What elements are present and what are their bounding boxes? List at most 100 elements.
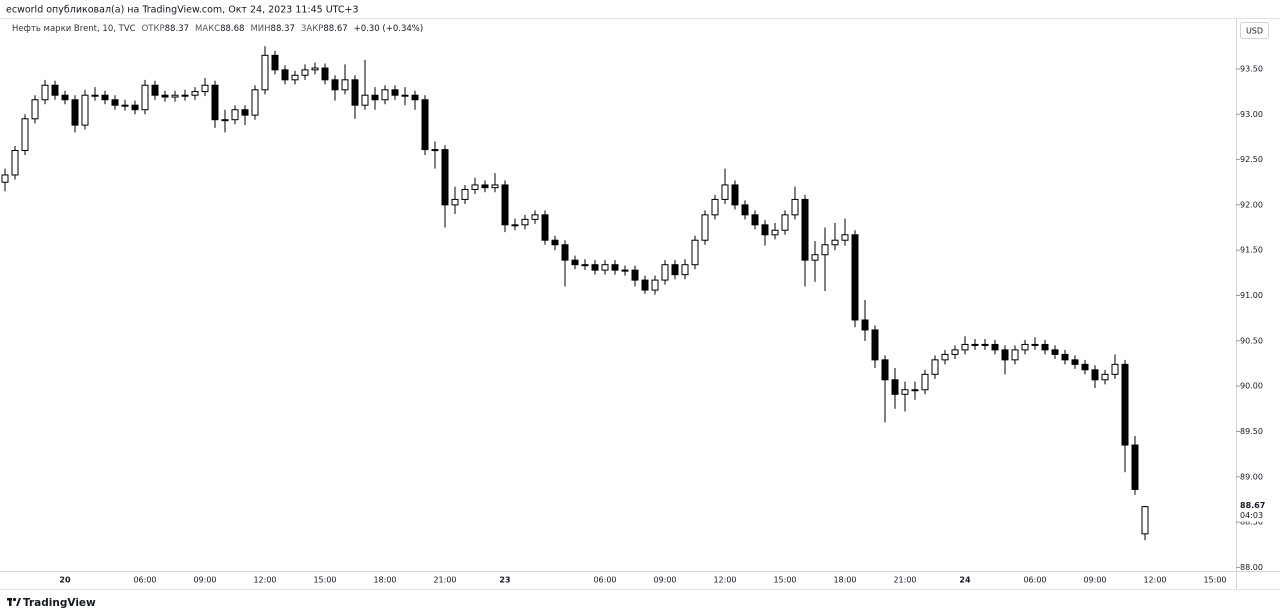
x-tick-label: 12:00 xyxy=(253,576,276,585)
candle-body xyxy=(1,174,9,183)
x-tick-label: 24 xyxy=(959,576,971,585)
candle-body xyxy=(1121,363,1129,446)
candle-body xyxy=(291,74,299,81)
x-tick-label: 18:00 xyxy=(373,576,396,585)
candle-body xyxy=(701,214,709,241)
candle-body xyxy=(11,150,19,176)
candle-body xyxy=(41,84,49,101)
candle-body xyxy=(161,94,169,98)
candle-body xyxy=(691,239,699,266)
candle-body xyxy=(961,343,969,351)
candle-body xyxy=(911,389,919,392)
x-tick-label: 21:00 xyxy=(893,576,916,585)
candle-body xyxy=(1131,444,1139,490)
candle-body xyxy=(111,99,119,106)
candle-body xyxy=(731,184,739,206)
candle-body xyxy=(531,214,539,220)
candle-body xyxy=(251,89,259,116)
candle-body xyxy=(781,214,789,231)
candle-body xyxy=(711,198,719,216)
candle-body xyxy=(951,349,959,355)
x-tick-label: 09:00 xyxy=(193,576,216,585)
ohlc-value: 88.68 xyxy=(220,24,244,34)
candle-body xyxy=(791,198,799,216)
brand-logo xyxy=(7,597,21,606)
candle-body xyxy=(401,94,409,97)
candle-body xyxy=(501,184,509,226)
candle-body xyxy=(871,329,879,361)
candle-body xyxy=(471,184,479,190)
x-tick-label: 21:00 xyxy=(433,576,456,585)
x-tick-label: 18:00 xyxy=(833,576,856,585)
candle-body xyxy=(831,239,839,246)
candle-body xyxy=(481,184,489,189)
y-tick-label: 91.50 xyxy=(1240,246,1263,255)
candle-body xyxy=(31,99,39,120)
candle-body xyxy=(1141,506,1149,535)
candle-body xyxy=(641,279,649,291)
x-tick-label: 12:00 xyxy=(1143,576,1166,585)
candle-body xyxy=(1031,343,1039,346)
candle-body xyxy=(1011,349,1019,361)
candle-body xyxy=(521,218,529,226)
candle-body xyxy=(381,89,389,101)
candle-body xyxy=(821,244,829,256)
candle-body xyxy=(941,353,949,361)
candle-body xyxy=(771,229,779,236)
x-tick-label: 23 xyxy=(499,576,510,585)
y-tick-label: 92.50 xyxy=(1240,155,1263,164)
candle-body xyxy=(861,319,869,331)
candle-body xyxy=(921,373,929,391)
y-tick-label: 91.00 xyxy=(1240,291,1263,300)
candle-body xyxy=(321,67,329,81)
candle-body xyxy=(51,84,59,96)
x-tick-label: 15:00 xyxy=(773,576,796,585)
candle-body xyxy=(491,184,499,189)
candle-body xyxy=(601,264,609,271)
attribution: ecworld опубликовал(а) на TradingView.co… xyxy=(6,5,359,16)
candle-body xyxy=(981,343,989,346)
candle-body xyxy=(931,359,939,375)
candle-body xyxy=(131,104,139,111)
candle-body xyxy=(341,79,349,91)
candle-body xyxy=(1051,349,1059,355)
y-tick-label: 88.00 xyxy=(1240,563,1263,572)
candle-body xyxy=(441,149,449,206)
currency-box[interactable] xyxy=(1240,22,1269,39)
ohlc-value: 88.37 xyxy=(271,24,295,34)
candle-body xyxy=(1061,353,1069,361)
candle-body xyxy=(81,94,89,126)
candle-body xyxy=(541,214,549,241)
x-tick-label: 12:00 xyxy=(713,576,736,585)
brand: TradingView xyxy=(23,597,96,609)
candle-body xyxy=(351,79,359,106)
y-tick-label: 89.50 xyxy=(1240,427,1263,436)
candle-body xyxy=(1111,363,1119,375)
candle-body xyxy=(901,389,909,395)
candle-body xyxy=(841,234,849,241)
candle-body xyxy=(191,91,199,96)
x-tick-label: 15:00 xyxy=(1203,576,1226,585)
last-price-box xyxy=(1237,499,1269,522)
candle-body xyxy=(271,54,279,71)
candle-body xyxy=(461,188,469,200)
candle-body xyxy=(721,184,729,200)
candle-body xyxy=(1021,343,1029,351)
candle-body xyxy=(331,79,339,91)
candles xyxy=(1,46,1149,541)
candle-body xyxy=(891,379,899,395)
candle-body xyxy=(451,198,459,206)
y-tick-label: 90.00 xyxy=(1240,382,1263,391)
ohlc-value: 88.67 xyxy=(323,24,347,34)
candle-body xyxy=(1041,343,1049,351)
candle-body xyxy=(181,94,189,97)
x-tick-label: 06:00 xyxy=(593,576,616,585)
candle-body xyxy=(141,84,149,111)
candle-body xyxy=(561,244,569,261)
currency[interactable]: USD xyxy=(1246,27,1263,36)
y-tick-label: 92.00 xyxy=(1240,200,1263,209)
candle-body xyxy=(671,264,679,276)
candle-body xyxy=(411,94,419,101)
candle-body xyxy=(761,224,769,236)
